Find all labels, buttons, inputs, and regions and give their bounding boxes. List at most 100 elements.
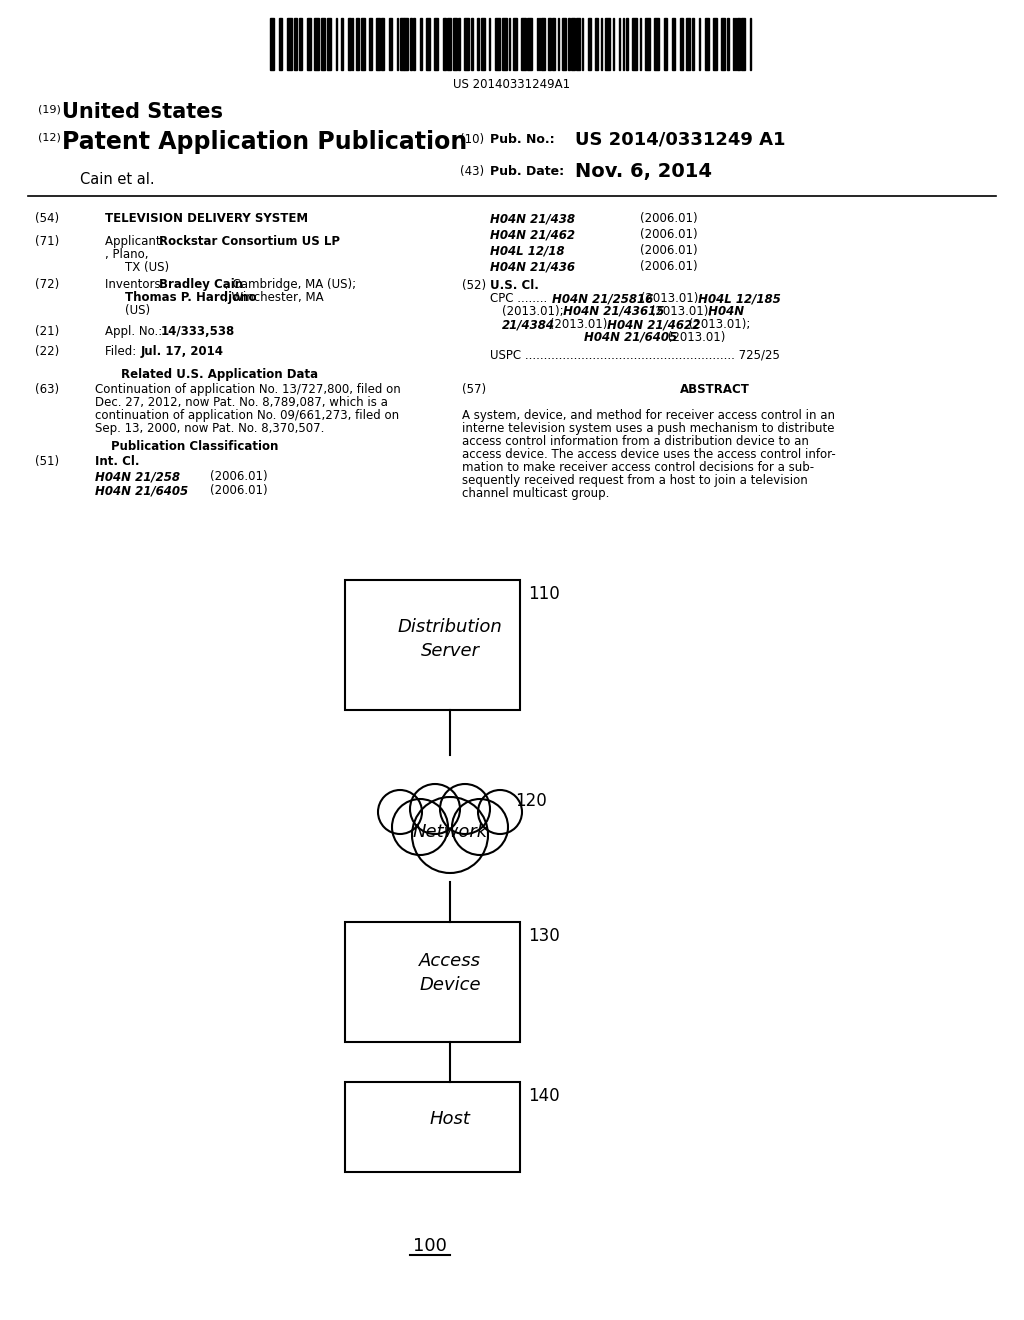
Bar xyxy=(322,18,325,70)
Text: Host: Host xyxy=(429,1110,470,1129)
Text: H04N: H04N xyxy=(705,305,744,318)
Bar xyxy=(370,18,372,70)
Bar xyxy=(588,18,591,70)
Bar xyxy=(426,18,430,70)
Text: US 20140331249A1: US 20140331249A1 xyxy=(454,78,570,91)
Text: ABSTRACT: ABSTRACT xyxy=(680,383,750,396)
Text: 120: 120 xyxy=(515,792,547,810)
Text: Filed:: Filed: xyxy=(105,345,147,358)
Circle shape xyxy=(412,797,488,873)
Bar xyxy=(314,18,319,70)
Bar xyxy=(404,18,409,70)
Circle shape xyxy=(378,789,422,834)
Bar xyxy=(341,18,343,70)
Bar xyxy=(345,1082,520,1172)
Bar xyxy=(571,18,575,70)
Bar xyxy=(654,18,658,70)
Bar xyxy=(568,18,570,70)
Text: U.S. Cl.: U.S. Cl. xyxy=(490,279,539,292)
Text: (52): (52) xyxy=(462,279,486,292)
Bar xyxy=(465,18,469,70)
Text: Appl. No.:: Appl. No.: xyxy=(105,325,166,338)
Bar xyxy=(345,921,520,1041)
Text: 130: 130 xyxy=(528,927,560,945)
Bar xyxy=(376,18,380,70)
Text: H04N 21/6405: H04N 21/6405 xyxy=(95,484,188,498)
Bar xyxy=(727,18,729,70)
Text: (22): (22) xyxy=(35,345,59,358)
Text: (2013.01);: (2013.01); xyxy=(502,305,563,318)
Bar xyxy=(527,18,532,70)
Text: Int. Cl.: Int. Cl. xyxy=(95,455,139,469)
Text: access control information from a distribution device to an: access control information from a distri… xyxy=(462,436,809,447)
Bar xyxy=(632,18,637,70)
Text: (43): (43) xyxy=(460,165,484,178)
Text: Cain et al.: Cain et al. xyxy=(80,172,155,187)
Text: 140: 140 xyxy=(528,1086,560,1105)
Text: H04N 21/43615: H04N 21/43615 xyxy=(559,305,665,318)
Bar xyxy=(411,18,413,70)
Bar xyxy=(327,18,331,70)
Text: Dec. 27, 2012, now Pat. No. 8,789,087, which is a: Dec. 27, 2012, now Pat. No. 8,789,087, w… xyxy=(95,396,388,409)
Text: (54): (54) xyxy=(35,213,59,224)
Bar xyxy=(420,18,422,70)
Text: CPC ........: CPC ........ xyxy=(490,292,547,305)
Bar xyxy=(287,18,292,70)
Bar xyxy=(548,18,551,70)
Bar xyxy=(414,18,416,70)
Text: Thomas P. Hardjono: Thomas P. Hardjono xyxy=(125,290,256,304)
Text: Rockstar Consortium US LP: Rockstar Consortium US LP xyxy=(159,235,340,248)
Text: continuation of application No. 09/661,273, filed on: continuation of application No. 09/661,2… xyxy=(95,409,399,422)
Text: (2006.01): (2006.01) xyxy=(640,244,697,257)
Text: (US): (US) xyxy=(125,304,151,317)
Text: (51): (51) xyxy=(35,455,59,469)
Text: Distribution: Distribution xyxy=(397,618,503,636)
Bar xyxy=(513,18,517,70)
Text: 14/333,538: 14/333,538 xyxy=(161,325,236,338)
Bar xyxy=(356,18,359,70)
Text: USPC ........................................................ 725/25: USPC ...................................… xyxy=(490,348,780,360)
Text: , Cambridge, MA (US);: , Cambridge, MA (US); xyxy=(225,279,356,290)
Text: 110: 110 xyxy=(528,585,560,603)
Bar xyxy=(270,18,274,70)
Text: (21): (21) xyxy=(35,325,59,338)
Bar xyxy=(605,18,609,70)
Text: , Winchester, MA: , Winchester, MA xyxy=(224,290,324,304)
Bar xyxy=(686,18,690,70)
Bar xyxy=(577,18,581,70)
Bar xyxy=(459,18,461,70)
Text: US 2014/0331249 A1: US 2014/0331249 A1 xyxy=(575,129,785,148)
Text: Inventors:: Inventors: xyxy=(105,279,168,290)
Text: Pub. No.:: Pub. No.: xyxy=(490,133,555,147)
Bar xyxy=(399,18,403,70)
Bar xyxy=(705,18,709,70)
Bar xyxy=(541,18,545,70)
Text: Device: Device xyxy=(419,975,481,994)
Text: H04N 21/258: H04N 21/258 xyxy=(95,470,180,483)
Text: Applicant:: Applicant: xyxy=(105,235,168,248)
Bar xyxy=(477,18,479,70)
Text: (2013.01);: (2013.01); xyxy=(647,305,713,318)
Text: Server: Server xyxy=(421,642,479,660)
Bar xyxy=(595,18,598,70)
Text: Related U.S. Application Data: Related U.S. Application Data xyxy=(122,368,318,381)
Text: H04L 12/18: H04L 12/18 xyxy=(490,244,564,257)
Text: Access: Access xyxy=(419,952,481,970)
Text: Nov. 6, 2014: Nov. 6, 2014 xyxy=(575,162,712,181)
Bar xyxy=(347,18,351,70)
Bar xyxy=(521,18,526,70)
Text: (71): (71) xyxy=(35,235,59,248)
Circle shape xyxy=(478,789,522,834)
Text: (2013.01);: (2013.01); xyxy=(637,292,702,305)
Bar xyxy=(737,18,740,70)
Text: H04N 21/462: H04N 21/462 xyxy=(490,228,575,242)
Text: (10): (10) xyxy=(460,133,484,147)
Bar xyxy=(481,18,485,70)
Bar xyxy=(664,18,667,70)
Text: Patent Application Publication: Patent Application Publication xyxy=(62,129,467,154)
Text: (19): (19) xyxy=(38,106,60,115)
Text: Bradley Cain: Bradley Cain xyxy=(159,279,243,290)
Bar xyxy=(361,18,366,70)
Text: Publication Classification: Publication Classification xyxy=(112,440,279,453)
Bar xyxy=(299,18,302,70)
